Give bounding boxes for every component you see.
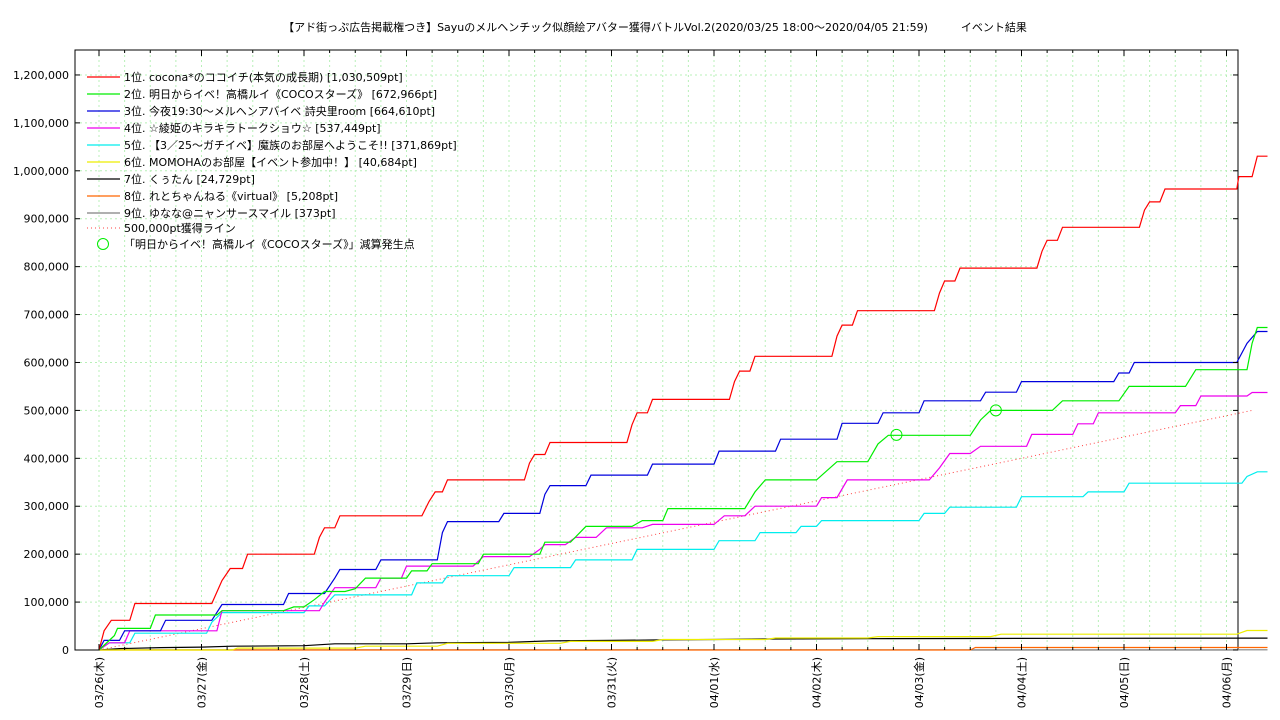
legend-label-3: 3位. 今夜19:30～メルヘンアバイベ 詩央里room [664,610pt] [124, 104, 435, 118]
y-tick-label: 900,000 [24, 213, 70, 226]
legend-marker-icon [97, 238, 109, 250]
y-tick-label: 1,200,000 [13, 69, 69, 82]
legend: 1位. cocona*のココイチ(本気の成長期) [1,030,509pt] 2位… [87, 70, 457, 251]
legend-label-8: 8位. れとちゃんねる《virtual》 [5,208pt] [124, 189, 338, 203]
threshold-layer [98, 409, 1253, 651]
y-tick-label: 700,000 [24, 309, 70, 322]
reduction-marker [989, 404, 1002, 417]
x-tick-label: 04/03(金) [912, 657, 926, 708]
y-tick-label: 800,000 [24, 261, 70, 274]
legend-label-1: 1位. cocona*のココイチ(本気の成長期) [1,030,509pt] [124, 70, 403, 84]
y-tick-label: 400,000 [24, 452, 70, 465]
legend-label-threshold: 500,000pt獲得ライン [124, 222, 236, 235]
y-tick-label: 0 [62, 644, 69, 657]
y-tick-label: 500,000 [24, 404, 70, 417]
series-line-1 [98, 155, 1268, 651]
series-line-4 [98, 391, 1268, 651]
y-tick-label: 600,000 [24, 356, 70, 369]
y-tick-label: 100,000 [24, 596, 70, 609]
legend-label-markers: 「明日からイベ！高橋ルイ《COCOスターズ》」減算発生点 [124, 237, 415, 251]
x-tick-label: 04/02(木) [811, 657, 824, 708]
chart-title: 【アド街っぷ広告掲載権つき】Sayuのメルヘンチック似顔絵アバター獲得バトルVo… [283, 21, 1027, 34]
series-line-3 [98, 330, 1268, 651]
reduction-marker [890, 428, 903, 441]
y-tick-label: 200,000 [24, 548, 70, 561]
x-tick-label: 03/29(日) [401, 657, 414, 708]
threshold-line [98, 409, 1253, 651]
x-tick-label: 03/27(金) [195, 657, 209, 708]
axis-layer: 0 100,000 200,000 300,000 400,000 500,000 600,… [13, 50, 1238, 708]
marker-layer [890, 404, 1002, 441]
x-tick-label: 04/06(月) [1221, 657, 1234, 708]
y-tick-label: 300,000 [24, 500, 70, 513]
x-tick-label: 03/26(木) [93, 657, 106, 708]
series-line-2 [98, 326, 1268, 651]
x-tick-label: 03/28(土) [298, 657, 311, 708]
series-line-5 [98, 471, 1268, 651]
legend-label-5: 5位. 【3／25～ガチイベ】魔族のお部屋へようこそ!! [371,869pt] [124, 138, 457, 152]
x-tick-label: 04/01(水) [708, 657, 721, 708]
legend-label-7: 7位. くぅたん [24,729pt] [124, 172, 255, 186]
legend-label-2: 2位. 明日からイベ！高橋ルイ《COCOスターズ》 [672,966pt] [124, 87, 437, 101]
legend-label-6: 6位. MOMOHAのお部屋【イベント参加中！】 [40,684pt] [124, 155, 417, 169]
legend-label-4: 4位. ☆綾姫のキラキラトークショウ☆ [537,449pt] [124, 121, 381, 135]
x-tick-label: 03/31(火) [606, 657, 619, 708]
legend-label-9: 9位. ゆなな@ニャンサースマイル [373pt] [124, 206, 335, 220]
y-tick-label: 1,100,000 [13, 117, 69, 130]
x-tick-label: 04/05(日) [1118, 657, 1131, 708]
x-tick-label: 03/30(月) [503, 657, 516, 708]
y-tick-label: 1,000,000 [13, 165, 69, 178]
series-line-6 [99, 629, 1268, 651]
x-tick-label: 04/04(土) [1016, 657, 1029, 708]
